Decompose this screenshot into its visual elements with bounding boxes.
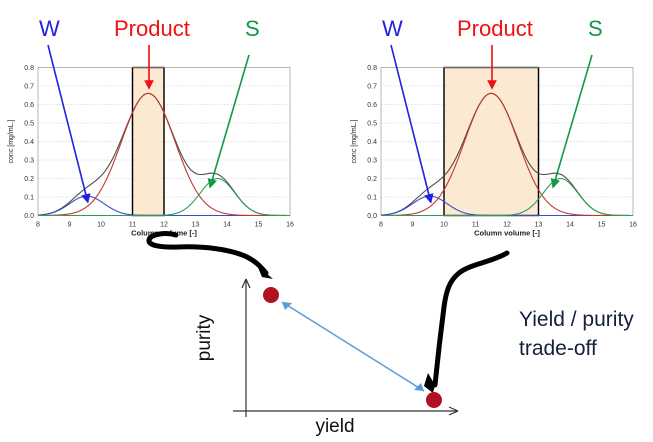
- svg-text:11: 11: [472, 222, 479, 229]
- svg-text:purity: purity: [194, 314, 215, 361]
- svg-text:0.2: 0.2: [367, 176, 377, 183]
- svg-text:8: 8: [379, 222, 383, 229]
- svg-text:9: 9: [411, 222, 415, 229]
- svg-text:12: 12: [503, 222, 511, 229]
- svg-text:9: 9: [68, 222, 72, 229]
- svg-text:14: 14: [223, 222, 231, 229]
- svg-text:0.5: 0.5: [24, 121, 34, 128]
- svg-text:0.0: 0.0: [24, 213, 34, 220]
- svg-text:15: 15: [598, 222, 606, 229]
- svg-text:0.8: 0.8: [24, 65, 34, 72]
- svg-text:12: 12: [160, 222, 168, 229]
- svg-text:0.3: 0.3: [367, 158, 377, 165]
- svg-text:conc [mg/mL.]: conc [mg/mL.]: [351, 119, 358, 163]
- svg-text:0.4: 0.4: [24, 139, 34, 146]
- svg-text:0.2: 0.2: [24, 176, 34, 183]
- svg-text:0.7: 0.7: [367, 84, 377, 91]
- svg-text:13: 13: [535, 222, 543, 229]
- svg-text:0.6: 0.6: [367, 102, 377, 109]
- svg-text:10: 10: [440, 222, 448, 229]
- svg-text:0.1: 0.1: [24, 195, 34, 202]
- svg-text:0.4: 0.4: [367, 139, 377, 146]
- svg-text:0.0: 0.0: [367, 213, 377, 220]
- svg-text:10: 10: [97, 222, 105, 229]
- svg-text:13: 13: [192, 222, 200, 229]
- svg-text:11: 11: [129, 222, 136, 229]
- svg-text:8: 8: [36, 222, 40, 229]
- svg-text:0.3: 0.3: [24, 158, 34, 165]
- svg-text:0.6: 0.6: [24, 102, 34, 109]
- svg-text:0.5: 0.5: [367, 121, 377, 128]
- svg-text:16: 16: [286, 222, 294, 229]
- svg-text:0.8: 0.8: [367, 65, 377, 72]
- svg-text:yield: yield: [315, 416, 354, 437]
- svg-text:16: 16: [629, 222, 637, 229]
- svg-text:conc [mg/mL.]: conc [mg/mL.]: [8, 119, 15, 163]
- svg-text:0.7: 0.7: [24, 84, 34, 91]
- svg-text:15: 15: [255, 222, 263, 229]
- svg-text:14: 14: [566, 222, 574, 229]
- svg-text:0.1: 0.1: [367, 195, 377, 202]
